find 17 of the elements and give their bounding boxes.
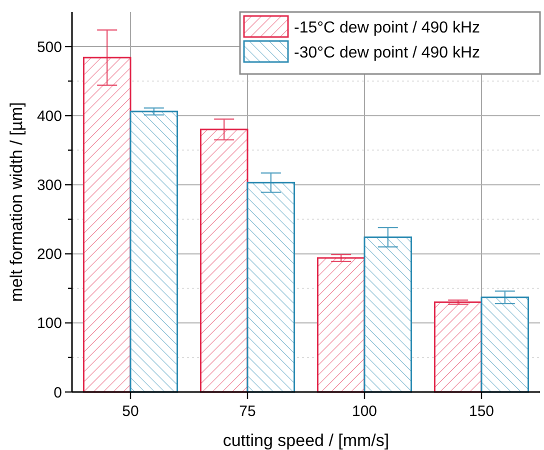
- x-axis-title: cutting speed / [mm/s]: [222, 431, 390, 450]
- y-tick-label: 200: [36, 246, 62, 264]
- y-tick-label: 0: [54, 384, 62, 402]
- y-tick-label: 300: [36, 176, 62, 194]
- x-tick-label: 150: [468, 403, 494, 420]
- legend-label: -30°C dew point / 490 kHz: [294, 44, 480, 62]
- y-tick-label: 500: [36, 38, 62, 56]
- bar: [434, 301, 482, 393]
- y-axis-title: melt formation width / [µm]: [7, 102, 26, 302]
- x-tick-label: 75: [239, 403, 256, 420]
- legend-label: -15°C dew point / 490 kHz: [294, 20, 480, 37]
- y-tick-label: 400: [36, 108, 62, 125]
- x-tick-label: 100: [352, 403, 378, 420]
- bar: [130, 110, 178, 393]
- y-tick-label: 100: [36, 315, 62, 332]
- bar: [316, 257, 366, 393]
- x-tick-label: 50: [122, 403, 139, 420]
